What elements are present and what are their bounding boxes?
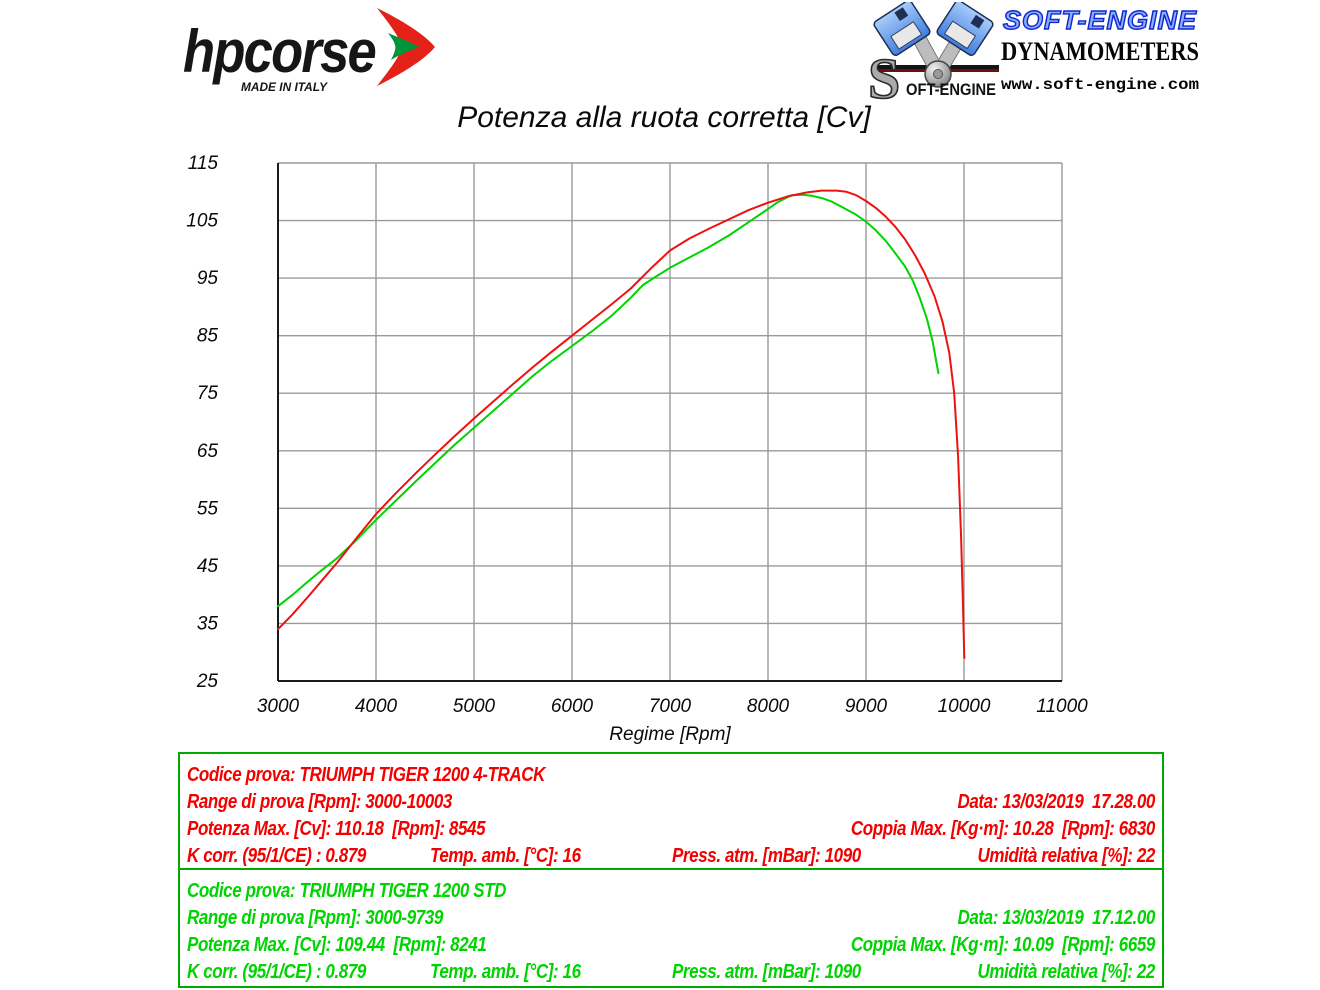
data-ora-std: Data: 13/03/2019 17.12.00 <box>957 906 1155 929</box>
press-atm-4track: Press. atm. [mBar]: 1090 <box>672 844 861 867</box>
x-tick-label: 5000 <box>453 696 496 717</box>
potenza-max-std: Potenza Max. [Cv]: 109.44 [Rpm]: 8241 <box>187 933 487 956</box>
range-prova-4track: Range di prova [Rpm]: 3000-10003 <box>187 790 452 813</box>
curve-std <box>277 193 940 608</box>
y-tick-label: 45 <box>197 556 219 577</box>
umidita-std: Umidità relativa [%]: 22 <box>977 960 1156 983</box>
softengine-title: SOFT-ENGINE <box>1003 5 1197 35</box>
y-tick-label: 55 <box>197 498 219 519</box>
softengine-url: www.soft-engine.com <box>1001 76 1199 94</box>
press-atm-std: Press. atm. [mBar]: 1090 <box>672 960 861 983</box>
curve-4track <box>277 189 966 659</box>
chart-title: Potenza alla ruota corretta [Cv] <box>457 101 871 134</box>
hpcorse-logo: hpcorse MADE IN ITALY <box>175 6 445 107</box>
y-tick-label: 105 <box>186 211 218 232</box>
dyno-chart: 25 35 45 55 65 75 85 95 105 115 3000 4000 5000 6000 70… <box>186 153 1088 745</box>
softengine-emblem-text: OFT-ENGINE <box>906 80 996 99</box>
potenza-max-4track: Potenza Max. [Cv]: 110.18 [Rpm]: 8545 <box>187 817 486 840</box>
y-tick-label: 115 <box>188 153 219 174</box>
hpcorse-arrow-icon <box>377 8 435 86</box>
k-corr-4track: K corr. (95/1/CE) : 0.879 <box>187 844 366 867</box>
hpcorse-wordmark: hpcorse <box>183 18 376 85</box>
info-row: Codice prova: TRIUMPH TIGER 1200 STD <box>180 879 1162 906</box>
codice-prova-4track: Codice prova: TRIUMPH TIGER 1200 4-TRACK <box>187 763 546 786</box>
temp-amb-4track: Temp. amb. [°C]: 16 <box>430 844 581 867</box>
info-row: K corr. (95/1/CE) : 0.879 Temp. amb. [°C… <box>180 960 1162 987</box>
info-row: Codice prova: TRIUMPH TIGER 1200 4-TRACK <box>180 763 1162 790</box>
x-tick-label: 11000 <box>1036 696 1088 717</box>
info-row: Range di prova [Rpm]: 3000-9739 Data: 13… <box>180 906 1162 933</box>
info-row: Potenza Max. [Cv]: 109.44 [Rpm]: 8241 Co… <box>180 933 1162 960</box>
x-tick-label: 7000 <box>649 696 692 717</box>
y-tick-label: 95 <box>197 268 219 289</box>
info-row: Potenza Max. [Cv]: 110.18 [Rpm]: 8545 Co… <box>180 817 1162 844</box>
x-tick-label: 4000 <box>355 696 398 717</box>
y-tick-label: 85 <box>197 326 219 347</box>
coppia-max-4track: Coppia Max. [Kg·m]: 10.28 [Rpm]: 6830 <box>850 817 1155 840</box>
softengine-emblem: S OFT-ENGINE <box>866 0 1001 112</box>
k-corr-std: K corr. (95/1/CE) : 0.879 <box>187 960 366 983</box>
piston-left-icon <box>873 0 931 56</box>
info-row: Range di prova [Rpm]: 3000-10003 Data: 1… <box>180 790 1162 817</box>
x-tick-label: 3000 <box>257 696 300 717</box>
temp-amb-std: Temp. amb. [°C]: 16 <box>430 960 581 983</box>
piston-right-icon <box>936 0 994 56</box>
softengine-s-letter: S <box>868 46 900 102</box>
y-tick-label: 65 <box>197 441 219 462</box>
softengine-subtitle: DYNAMOMETERS <box>1001 37 1199 66</box>
x-tick-label: 8000 <box>747 696 790 717</box>
info-row: K corr. (95/1/CE) : 0.879 Temp. amb. [°C… <box>180 844 1162 871</box>
hpcorse-tagline: MADE IN ITALY <box>241 82 328 94</box>
coppia-max-std: Coppia Max. [Kg·m]: 10.09 [Rpm]: 6659 <box>850 933 1155 956</box>
x-tick-label: 6000 <box>551 696 594 717</box>
y-tick-label: 25 <box>196 671 219 692</box>
y-tick-label: 75 <box>197 383 219 404</box>
range-prova-std: Range di prova [Rpm]: 3000-9739 <box>187 906 443 929</box>
x-tick-label: 10000 <box>938 696 991 717</box>
x-axis-label: Regime [Rpm] <box>609 724 731 745</box>
info-box-4track: Codice prova: TRIUMPH TIGER 1200 4-TRACK… <box>178 752 1164 870</box>
crank-bolt <box>933 69 943 79</box>
softengine-text-block: SOFT-ENGINE DYNAMOMETERS www.soft-engine… <box>998 4 1203 105</box>
info-box-std: Codice prova: TRIUMPH TIGER 1200 STD Ran… <box>178 868 1164 988</box>
umidita-4track: Umidità relativa [%]: 22 <box>977 844 1156 867</box>
codice-prova-std: Codice prova: TRIUMPH TIGER 1200 STD <box>187 879 507 902</box>
y-tick-label: 35 <box>197 613 219 634</box>
data-ora-4track: Data: 13/03/2019 17.28.00 <box>957 790 1155 813</box>
x-tick-label: 9000 <box>845 696 888 717</box>
